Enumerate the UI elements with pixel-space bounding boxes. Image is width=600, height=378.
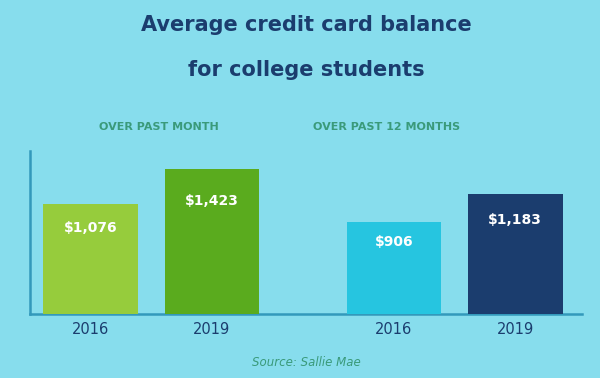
Bar: [468, 194, 563, 314]
Text: Average credit card balance: Average credit card balance: [140, 15, 472, 35]
Bar: [43, 204, 138, 314]
Text: $1,183: $1,183: [488, 213, 542, 227]
Text: $1,423: $1,423: [185, 194, 239, 208]
Bar: [164, 169, 259, 314]
Bar: [347, 222, 441, 314]
Text: $1,076: $1,076: [64, 222, 118, 235]
Text: $906: $906: [374, 235, 413, 249]
Text: Source: Sallie Mae: Source: Sallie Mae: [251, 356, 361, 369]
Text: OVER PAST MONTH: OVER PAST MONTH: [99, 122, 219, 132]
Text: OVER PAST 12 MONTHS: OVER PAST 12 MONTHS: [313, 122, 461, 132]
Text: for college students: for college students: [188, 60, 424, 81]
